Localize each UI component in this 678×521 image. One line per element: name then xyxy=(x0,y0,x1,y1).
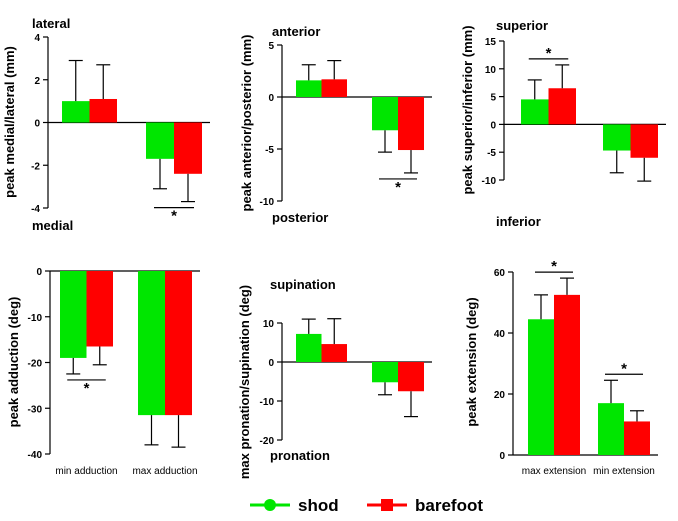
bar-shod xyxy=(60,271,87,358)
annotation-bottom: medial xyxy=(32,218,73,233)
bar-barefoot xyxy=(398,97,424,151)
significance-star: * xyxy=(551,258,557,275)
y-tick-label: 0 xyxy=(268,93,274,104)
y-tick-label: 5 xyxy=(268,41,274,52)
significance-star: * xyxy=(621,360,627,377)
y-tick-label: -5 xyxy=(265,145,274,156)
bar-shod xyxy=(296,80,322,97)
bar-barefoot xyxy=(86,271,113,347)
y-tick-label: -10 xyxy=(28,313,43,324)
y-tick-label: 0 xyxy=(34,119,40,130)
bar-barefoot xyxy=(174,122,202,174)
significance-star: * xyxy=(171,208,177,225)
legend-barefoot: barefoot xyxy=(367,496,483,515)
panel-4: 0 -10 -20 -30 -40 peak adduction (deg) min add… xyxy=(6,267,200,477)
y-tick-label: -10 xyxy=(260,397,275,408)
y-axis-title: peak anterior/posterior (mm) xyxy=(239,35,254,212)
category-label: max extension xyxy=(522,466,586,477)
bar-barefoot xyxy=(554,294,580,455)
y-tick-label: -20 xyxy=(260,436,275,447)
y-tick-label: 15 xyxy=(485,37,497,48)
y-tick-label: 10 xyxy=(263,319,275,330)
annotation-bottom: posterior xyxy=(272,210,328,225)
y-tick-label: -2 xyxy=(31,161,40,172)
bar-shod xyxy=(138,271,165,416)
annotation-top: anterior xyxy=(272,24,320,39)
y-tick-label: 0 xyxy=(490,120,496,131)
y-tick-label: -10 xyxy=(260,197,275,208)
legend-barefoot-label: barefoot xyxy=(415,496,483,515)
panel-6: 60 40 20 0 peak extension (deg) max extension… xyxy=(464,258,658,477)
legend: shod barefoot xyxy=(250,496,483,515)
y-axis-title: peak adduction (deg) xyxy=(6,297,21,428)
panel-3: 15 10 5 0 -5 -10 peak superior/inferior (mm) su… xyxy=(460,18,666,229)
bar-shod xyxy=(521,99,549,125)
annotation-bottom: pronation xyxy=(270,448,330,463)
legend-shod: shod xyxy=(250,496,339,515)
bar-shod xyxy=(528,319,554,455)
y-tick-label: 40 xyxy=(494,329,506,340)
y-tick-label: 0 xyxy=(268,358,274,369)
y-tick-label: 0 xyxy=(499,451,505,462)
significance-star: * xyxy=(546,45,552,62)
category-label: max adduction xyxy=(132,466,197,477)
annotation-top: supination xyxy=(270,277,336,292)
bar-barefoot xyxy=(624,421,650,455)
bar-shod xyxy=(296,333,322,362)
significance-star: * xyxy=(395,179,401,196)
y-tick-label: -10 xyxy=(482,176,497,187)
annotation-top: superior xyxy=(496,18,548,33)
panel-2: 5 0 -5 -10 peak anterior/posterior (mm) anter… xyxy=(239,24,432,225)
y-tick-label: 4 xyxy=(34,33,40,44)
y-tick-label: 20 xyxy=(494,390,506,401)
y-tick-label: -5 xyxy=(487,148,496,159)
bar-barefoot xyxy=(630,124,658,158)
annotation-bottom: inferior xyxy=(496,214,541,229)
y-tick-label: 2 xyxy=(34,76,40,87)
y-axis-title: peak extension (deg) xyxy=(464,297,479,426)
bar-barefoot xyxy=(89,98,117,123)
legend-shod-label: shod xyxy=(298,496,339,515)
bar-barefoot xyxy=(548,88,576,125)
annotation-top: lateral xyxy=(32,16,70,31)
bar-shod xyxy=(62,101,90,123)
bar-shod xyxy=(598,403,624,455)
y-tick-label: -40 xyxy=(28,450,43,461)
y-tick-label: -30 xyxy=(28,404,43,415)
category-label: min adduction xyxy=(55,466,117,477)
y-tick-label: 0 xyxy=(36,267,42,278)
bar-barefoot xyxy=(321,344,347,362)
bar-shod xyxy=(603,124,631,151)
bar-barefoot xyxy=(165,271,192,416)
y-tick-label: 5 xyxy=(490,93,496,104)
significance-star: * xyxy=(84,380,90,397)
legend-barefoot-marker xyxy=(381,499,393,511)
bar-barefoot xyxy=(398,362,424,392)
category-label: min extension xyxy=(593,466,655,477)
y-axis-title: max pronation/supination (deg) xyxy=(237,285,252,479)
y-tick-label: 10 xyxy=(485,65,497,76)
y-tick-label: -20 xyxy=(28,359,43,370)
bar-shod xyxy=(372,362,398,383)
y-axis-title: peak superior/inferior (mm) xyxy=(460,25,475,194)
bar-shod xyxy=(146,122,174,159)
legend-shod-marker xyxy=(264,499,276,511)
y-tick-label: -4 xyxy=(31,204,40,215)
panel-5: 10 0 -10 -20 max pronation/supination (deg) s… xyxy=(237,277,432,479)
bar-barefoot xyxy=(321,79,347,97)
panel-1: 4 2 0 -2 -4 peak medial/lateral (mm) lateral me… xyxy=(2,16,210,233)
bar-shod xyxy=(372,97,398,131)
y-tick-label: 60 xyxy=(494,268,506,279)
y-axis-title: peak medial/lateral (mm) xyxy=(2,46,17,198)
